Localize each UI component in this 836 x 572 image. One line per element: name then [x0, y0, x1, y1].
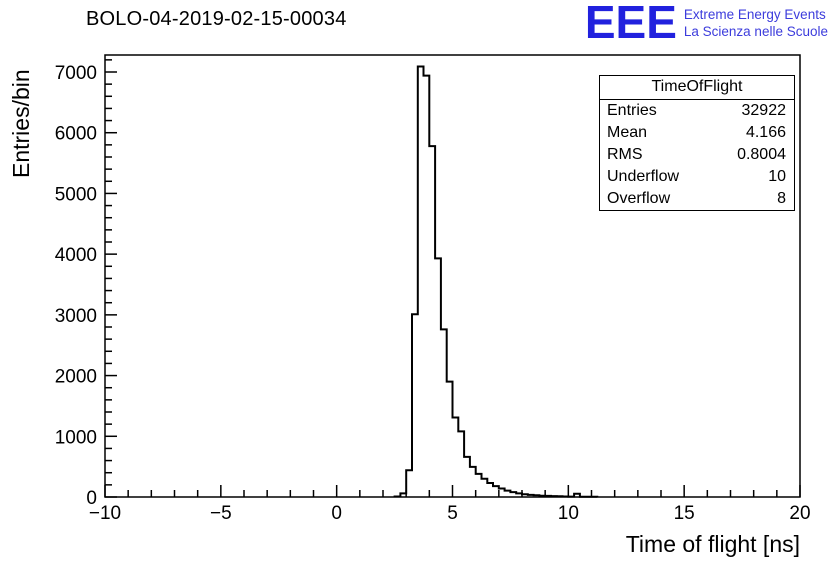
x-axis-title: Time of flight [ns] — [625, 531, 800, 557]
y-tick-label: 2000 — [55, 367, 97, 388]
stats-row-label: Overflow — [607, 190, 671, 207]
stats-box-rows: Entries 32922 Mean 4.166 RMS 0.8004 Underflow 1… — [600, 100, 794, 210]
y-tick-label: 0 — [86, 488, 97, 509]
eee-logo-line1: Extreme Energy Events — [683, 7, 826, 22]
page-title: BOLO-04-2019-02-15-00034 — [86, 8, 347, 30]
stats-row: Underflow 10 — [600, 166, 794, 188]
stats-row-value: 4.166 — [745, 124, 786, 141]
x-tick-label: −10 — [89, 503, 121, 524]
stats-row: Mean 4.166 — [600, 122, 794, 144]
stats-row: RMS 0.8004 — [600, 144, 794, 166]
eee-logo-line2: La Scienza nelle Scuole — [683, 24, 828, 39]
stats-box-title: TimeOfFlight — [600, 76, 794, 100]
y-tick-label: 5000 — [55, 184, 97, 205]
eee-logo-subtitle: Extreme Energy Events La Scienza nelle S… — [684, 6, 828, 40]
stats-row: Overflow 8 — [600, 188, 794, 210]
x-tick-label: 10 — [558, 503, 579, 524]
stats-box: TimeOfFlight Entries 32922 Mean 4.166 RMS 0.8… — [599, 75, 795, 211]
stats-row-label: Entries — [607, 102, 657, 119]
stats-row-value: 0.8004 — [737, 146, 786, 163]
stats-row-value: 8 — [777, 190, 786, 207]
stats-row-label: RMS — [607, 146, 643, 163]
histogram-line — [393, 65, 599, 498]
stats-row: Entries 32922 — [600, 100, 794, 122]
stats-row-label: Underflow — [607, 168, 680, 185]
stats-row-value: 10 — [768, 168, 786, 185]
eee-logo: EEE Extreme Energy Events La Scienza nel… — [584, 0, 828, 48]
x-tick-label: 20 — [789, 503, 810, 524]
x-tick-label: 0 — [331, 503, 342, 524]
y-tick-label: 3000 — [55, 306, 97, 327]
stats-row-value: 32922 — [741, 102, 787, 119]
y-tick-label: 7000 — [55, 63, 97, 84]
x-tick-label: −5 — [210, 503, 232, 524]
y-tick-label: 4000 — [55, 245, 97, 266]
stats-row-label: Mean — [607, 124, 648, 141]
x-tick-label: 5 — [447, 503, 458, 524]
eee-logo-mark: EEE — [584, 0, 677, 48]
y-tick-label: 6000 — [55, 124, 97, 145]
x-tick-label: 15 — [674, 503, 695, 524]
y-tick-label: 1000 — [55, 427, 97, 448]
